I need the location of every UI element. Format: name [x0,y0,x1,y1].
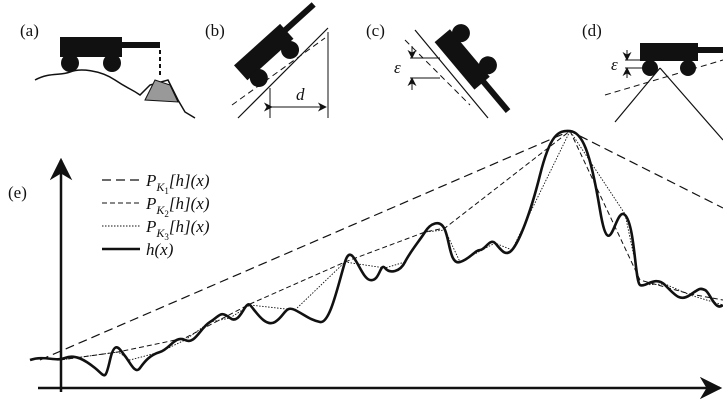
offset-label: ε [611,55,618,74]
panel-c: (c) ε [366,20,526,119]
hull-k1 [40,131,723,360]
panel-label: (d) [582,21,602,40]
legend-entry: PK3[h](x) [145,217,210,242]
panel-label: (c) [366,21,385,40]
panel-a: (a) [20,21,195,118]
h-curve [30,131,723,375]
legend-entry: h(x) [146,240,174,259]
figure: (a) (b) d (c) ε [0,0,723,403]
legend: PK1[h](x) PK2[h](x) PK3[h](x) h(x) [102,171,210,259]
legend-entry: PK1[h](x) [145,171,210,196]
dimension-label: d [296,85,305,104]
legend-entry: PK2[h](x) [145,194,210,219]
panel-d: (d) ε [582,21,723,140]
offset-label: ε [394,58,401,77]
panel-label: (e) [8,183,27,202]
panel-e: (e) PK1[h](x) PK2[h](x) PK3[h](x) h(x) [8,131,723,392]
panel-b: (b) d [205,0,332,118]
panel-label: (b) [205,21,225,40]
panel-label: (a) [20,21,39,40]
